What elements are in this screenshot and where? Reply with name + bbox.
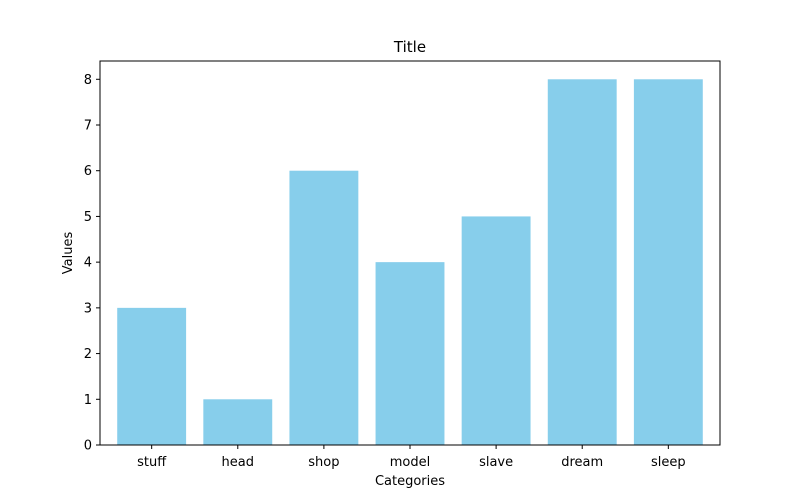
y-tick-label: 3 <box>84 301 92 316</box>
bar-sleep <box>633 79 703 445</box>
y-tick-label: 0 <box>84 439 92 454</box>
bars-layer <box>117 79 703 445</box>
x-tick-label: shop <box>308 455 339 470</box>
y-tick-label: 5 <box>84 210 92 225</box>
x-tick-label: stuff <box>137 455 167 470</box>
bar-stuff <box>117 307 187 445</box>
chart-title: Title <box>393 38 426 56</box>
bar-model <box>375 262 445 445</box>
bar-head <box>203 399 273 445</box>
y-tick-label: 8 <box>84 73 92 88</box>
y-tick-label: 2 <box>84 347 92 362</box>
bar-slave <box>461 216 531 445</box>
bar-shop <box>289 170 359 445</box>
x-axis-ticks: stuff head shop model slave dream sleep <box>137 445 686 470</box>
x-tick-label: sleep <box>651 455 686 470</box>
y-tick-label: 7 <box>84 119 92 134</box>
y-axis-title: Values <box>61 232 76 275</box>
x-axis-title: Categories <box>375 474 445 489</box>
y-axis-ticks: 0 1 2 3 4 5 6 7 8 <box>84 73 100 454</box>
y-tick-label: 4 <box>84 256 92 271</box>
x-tick-label: slave <box>479 455 513 470</box>
x-tick-label: dream <box>561 455 603 470</box>
plot-area-frame <box>99 60 721 446</box>
y-tick-label: 1 <box>84 393 92 408</box>
x-tick-label: head <box>222 455 254 470</box>
bar-dream <box>547 79 617 445</box>
x-tick-label: model <box>390 455 430 470</box>
y-tick-label: 6 <box>84 164 92 179</box>
